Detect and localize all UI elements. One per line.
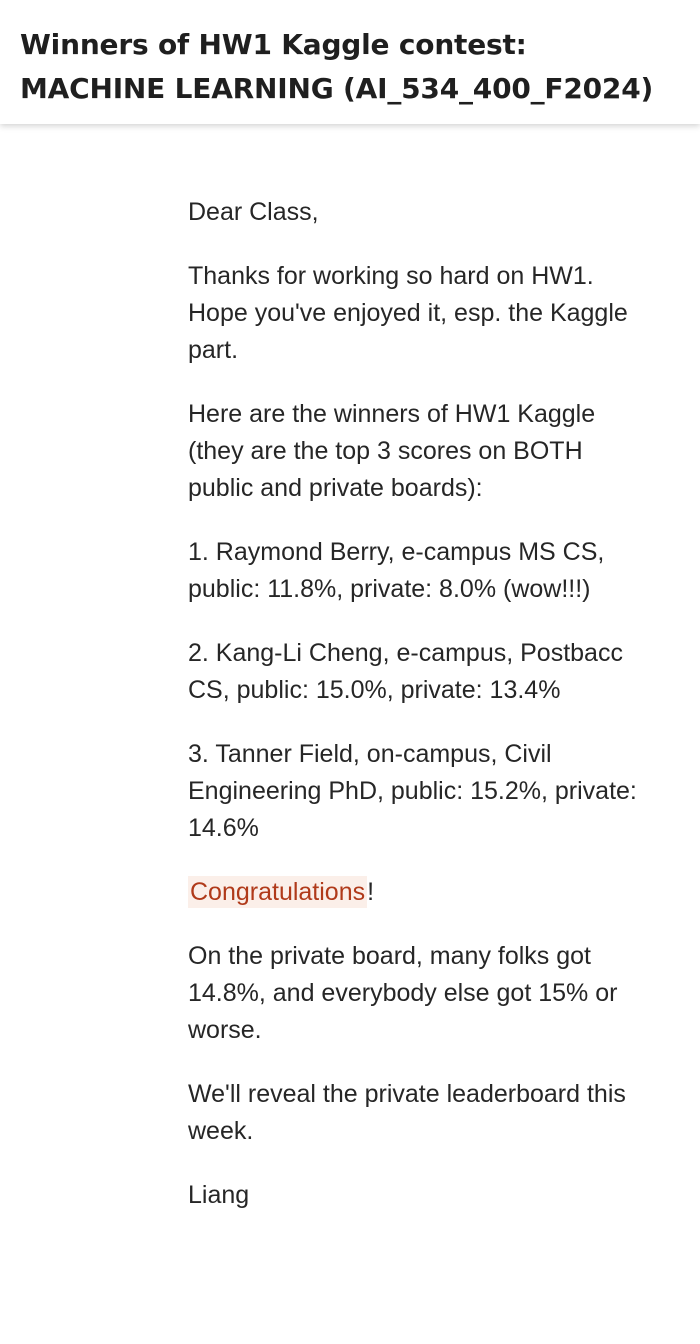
congratulations-highlight: Congratulations [188, 876, 368, 908]
winner-item: 2. Kang-Li Cheng, e-campus, Postbacc CS,… [188, 639, 623, 704]
private-board-paragraph: On the private board, many folks got 14.… [188, 942, 618, 1044]
winner-item: 1. Raymond Berry, e-campus MS CS, public… [188, 538, 605, 603]
announcement-header: Winners of HW1 Kaggle contest: MACHINE L… [0, 0, 700, 124]
signature: Liang [188, 1181, 250, 1209]
winner-item: 3. Tanner Field, on-campus, Civil Engine… [188, 740, 637, 842]
congratulations-line: Congratulations! [188, 874, 648, 911]
greeting-text: Dear Class, [188, 198, 319, 226]
winners-intro-paragraph: Here are the winners of HW1 Kaggle (they… [188, 400, 596, 502]
message-body: Dear Class, Thanks for working so hard o… [188, 194, 648, 1241]
intro-paragraph: Thanks for working so hard on HW1. Hope … [188, 262, 628, 364]
congratulations-punct: ! [367, 878, 375, 906]
page-title: Winners of HW1 Kaggle contest: MACHINE L… [20, 28, 654, 105]
reveal-paragraph: We'll reveal the private leaderboard thi… [188, 1080, 626, 1145]
message-area [0, 124, 700, 1344]
